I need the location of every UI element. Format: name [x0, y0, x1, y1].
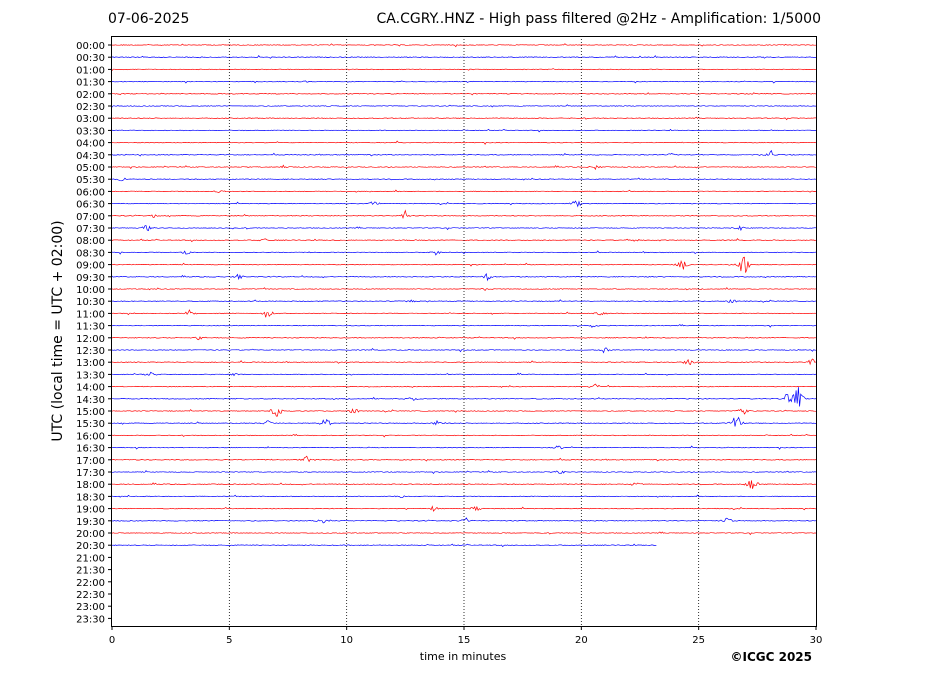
y-tick-label: 00:30: [76, 53, 105, 64]
y-tick-label: 05:30: [76, 175, 105, 186]
y-tick-label: 15:00: [76, 407, 105, 418]
y-axis-label: UTC (local time = UTC + 02:00): [50, 220, 66, 441]
y-tick-label: 06:00: [76, 187, 105, 198]
y-tick-label: 14:30: [76, 395, 105, 406]
trace-1530: [111, 416, 817, 427]
y-tick-label: 22:30: [76, 590, 105, 601]
x-tick-label: 0: [109, 635, 115, 646]
trace-1400: [111, 383, 817, 388]
y-tick-label: 09:30: [76, 273, 105, 284]
y-tick-label: 07:00: [76, 212, 105, 223]
y-tick-label: 22:00: [76, 578, 105, 589]
trace-1900: [111, 505, 817, 512]
x-tick-label: 15: [458, 635, 471, 646]
x-tick-label: 10: [340, 635, 353, 646]
y-tick-label: 04:30: [76, 151, 105, 162]
y-tick-label: 06:30: [76, 200, 105, 211]
x-axis-ticks: 0 5 10 15 20 25 30: [109, 626, 823, 646]
y-tick-label: 11:30: [76, 322, 105, 333]
trace-0700: [111, 209, 817, 220]
y-tick-label: 05:00: [76, 163, 105, 174]
x-axis-label: time in minutes: [420, 650, 507, 663]
y-tick-label: 08:30: [76, 248, 105, 259]
y-tick-label: 23:00: [76, 602, 105, 613]
trace-1130: [111, 324, 816, 328]
trace-1100: [111, 309, 817, 318]
x-tick-label: 25: [692, 635, 705, 646]
chart-title: CA.CGRY..HNZ - High pass filtered @2Hz -…: [376, 11, 821, 27]
y-tick-label: 18:30: [76, 492, 105, 503]
x-tick-label: 5: [226, 635, 232, 646]
y-tick-label: 03:30: [76, 126, 105, 137]
trace-0530: [111, 177, 817, 182]
trace-2030: [111, 543, 657, 548]
trace-0630: [111, 200, 817, 208]
y-tick-label: 20:30: [76, 541, 105, 552]
trace-1500: [111, 408, 817, 417]
y-tick-label: 18:00: [76, 480, 105, 491]
y-tick-label: 03:00: [76, 114, 105, 125]
trace-0500: [111, 164, 817, 171]
copyright-credit: ©ICGC 2025: [730, 650, 812, 664]
y-tick-label: 21:00: [76, 553, 105, 564]
y-tick-label: 01:30: [76, 78, 105, 89]
y-tick-label: 19:30: [76, 517, 105, 528]
y-tick-label: 00:00: [76, 41, 105, 52]
y-tick-label: 16:30: [76, 444, 105, 455]
y-tick-label: 10:00: [76, 285, 105, 296]
plot-date: 07-06-2025: [108, 11, 190, 27]
y-tick-label: 04:00: [76, 139, 105, 150]
y-tick-label: 02:00: [76, 90, 105, 101]
x-tick-label: 30: [810, 635, 823, 646]
trace-1330: [111, 371, 817, 377]
y-tick-label: 01:00: [76, 65, 105, 76]
y-tick-label: 13:30: [76, 370, 105, 381]
y-tick-label: 16:00: [76, 431, 105, 442]
y-tick-label: 02:30: [76, 102, 105, 113]
y-tick-label: 15:30: [76, 419, 105, 430]
y-tick-label: 12:00: [76, 334, 105, 345]
y-tick-label: 20:00: [76, 529, 105, 540]
trace-1930: [111, 517, 817, 524]
trace-1430: [112, 387, 817, 407]
trace-1300: [111, 358, 817, 366]
y-tick-label: 21:30: [76, 566, 105, 577]
y-tick-label: 17:30: [76, 468, 105, 479]
y-tick-label: 19:00: [76, 505, 105, 516]
y-tick-label: 14:00: [76, 383, 105, 394]
trace-0430: [111, 149, 817, 157]
y-tick-label: 09:00: [76, 261, 105, 272]
y-tick-label: 08:00: [76, 236, 105, 247]
y-tick-label: 07:30: [76, 224, 105, 235]
trace-0600: [111, 189, 817, 193]
y-tick-label: 17:00: [76, 456, 105, 467]
y-tick-label: 23:30: [76, 614, 105, 625]
y-tick-label: 11:00: [76, 309, 105, 320]
trace-1830: [111, 494, 816, 499]
y-tick-label: 12:30: [76, 346, 105, 357]
trace-0400: [111, 140, 817, 145]
y-tick-label: 13:00: [76, 358, 105, 369]
x-tick-label: 20: [575, 635, 588, 646]
trace-1230: [111, 347, 817, 354]
grid-lines: [228, 36, 700, 626]
trace-2000: [111, 531, 817, 536]
y-tick-label: 10:30: [76, 297, 105, 308]
trace-1800: [111, 480, 817, 489]
